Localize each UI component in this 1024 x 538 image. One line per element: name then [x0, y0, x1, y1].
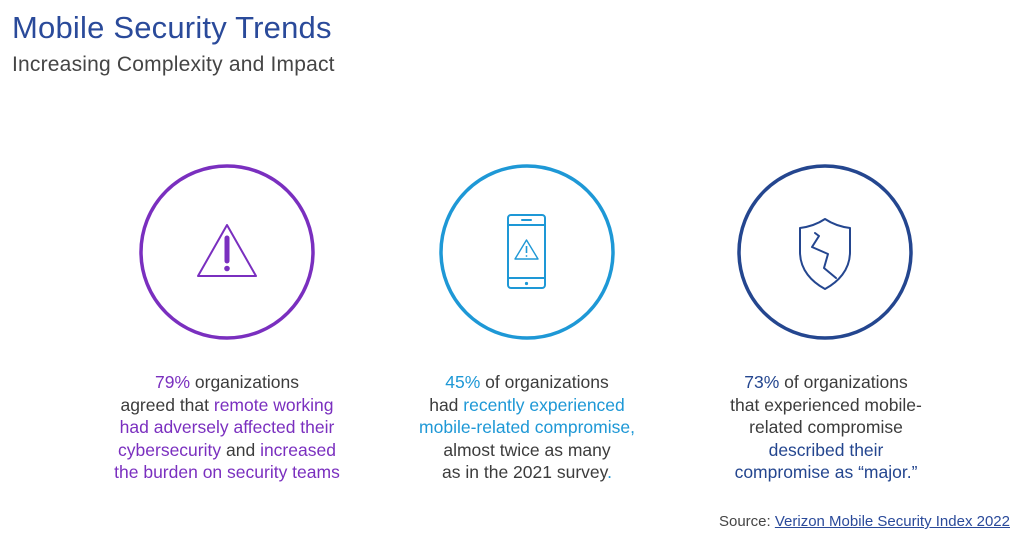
body-text: of organizations — [480, 372, 609, 392]
highlight-text: had adversely affected their — [119, 417, 335, 437]
body-text: that experienced mobile- — [730, 394, 922, 415]
body-text: of organizations — [779, 372, 908, 392]
body-text: and — [221, 439, 261, 460]
stat-line: agreed that remote working — [67, 394, 387, 417]
warning-triangle-icon — [197, 224, 257, 277]
body-text: agreed that — [120, 394, 214, 415]
broken-shield-icon — [799, 218, 851, 290]
stat-1-badge — [139, 164, 315, 340]
highlight-text: recently experienced — [463, 394, 625, 415]
stat-line: that experienced mobile- — [666, 394, 986, 417]
stat-line: related compromise — [666, 416, 986, 439]
highlight-text: . — [607, 462, 612, 482]
stat-line: had recently experienced — [367, 394, 687, 417]
body-text: related compromise — [749, 417, 903, 437]
stat-line: 79% organizations — [67, 371, 387, 394]
stat-line: compromise as “major.” — [666, 461, 986, 484]
stat-line: described their — [666, 439, 986, 462]
highlight-text: remote working — [213, 394, 334, 415]
stat-line: had adversely affected their — [67, 416, 387, 439]
source-citation: Source: Verizon Mobile Security Index 20… — [719, 513, 1010, 530]
highlight-text: 45% — [445, 372, 481, 392]
highlight-text: increased — [260, 439, 336, 460]
stat-line: 73% of organizations — [666, 371, 986, 394]
source-link[interactable]: Verizon Mobile Security Index 2022 — [774, 513, 1010, 530]
source-label: Source: — [718, 513, 775, 530]
page-title: Mobile Security Trends — [12, 10, 332, 45]
stat-1-text: 79% organizations agreed that remote work… — [67, 371, 387, 484]
body-text: almost twice as many — [443, 439, 611, 460]
highlight-text: described their — [768, 439, 884, 460]
highlight-text: the burden on security teams — [114, 462, 340, 482]
highlight-text: compromise as “major.” — [734, 462, 918, 482]
highlight-text: 73% — [744, 372, 780, 392]
highlight-text: cybersecurity — [118, 439, 222, 460]
cyan-circle — [439, 164, 615, 340]
stat-3-badge — [737, 164, 913, 340]
stat-line: cybersecurity and increased — [67, 439, 387, 462]
body-text: organizations — [190, 372, 299, 392]
stat-line: mobile-related compromise, — [367, 416, 687, 439]
body-text: had — [429, 394, 464, 415]
stat-line: as in the 2021 survey. — [367, 461, 687, 484]
mobile-phone-warning-icon — [507, 214, 546, 289]
stat-line: the burden on security teams — [67, 461, 387, 484]
navy-circle — [737, 164, 913, 340]
stat-3-text: 73% of organizations that experienced mob… — [666, 371, 986, 484]
purple-circle — [139, 164, 315, 340]
stat-2-text: 45% of organizations had recently experie… — [367, 371, 687, 484]
page-subtitle: Increasing Complexity and Impact — [12, 53, 335, 76]
highlight-text: mobile-related compromise, — [419, 417, 635, 437]
highlight-text: 79% — [155, 372, 191, 392]
stat-line: almost twice as many — [367, 439, 687, 462]
stat-line: 45% of organizations — [367, 371, 687, 394]
body-text: as in the 2021 survey — [442, 462, 608, 482]
stat-2-badge — [439, 164, 615, 340]
